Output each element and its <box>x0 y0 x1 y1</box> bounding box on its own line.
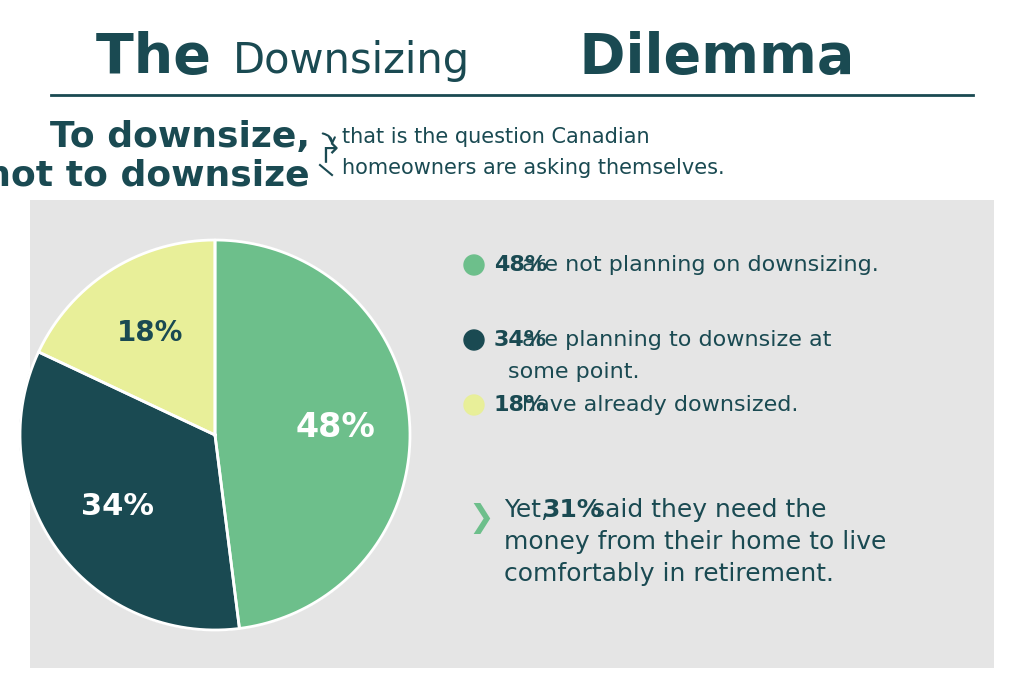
Circle shape <box>464 255 484 275</box>
Text: some point.: some point. <box>508 362 640 382</box>
Text: or not to downsize: or not to downsize <box>0 158 310 192</box>
Text: money from their home to live: money from their home to live <box>504 530 887 554</box>
Text: 48%: 48% <box>494 255 547 275</box>
Text: 31%: 31% <box>542 498 602 522</box>
Circle shape <box>464 330 484 350</box>
Text: 18%: 18% <box>494 395 548 415</box>
FancyBboxPatch shape <box>30 200 994 668</box>
Text: To downsize,: To downsize, <box>50 120 310 154</box>
Polygon shape <box>20 352 240 630</box>
Polygon shape <box>39 240 215 435</box>
Text: ❯: ❯ <box>468 503 494 533</box>
Text: homeowners are asking themselves.: homeowners are asking themselves. <box>342 158 725 178</box>
Text: have already downsized.: have already downsized. <box>522 395 799 415</box>
Text: that is the question Canadian: that is the question Canadian <box>342 127 649 147</box>
Text: are not planning on downsizing.: are not planning on downsizing. <box>522 255 880 275</box>
Text: comfortably in retirement.: comfortably in retirement. <box>504 562 834 586</box>
Text: Dilemma: Dilemma <box>560 31 854 85</box>
Text: 34%: 34% <box>81 492 154 520</box>
Text: Downsizing: Downsizing <box>233 40 470 82</box>
Polygon shape <box>215 240 410 628</box>
Text: The: The <box>96 31 230 85</box>
Text: said they need the: said they need the <box>584 498 826 522</box>
Text: are planning to downsize at: are planning to downsize at <box>522 330 831 350</box>
Text: 34%: 34% <box>494 330 547 350</box>
Circle shape <box>464 395 484 415</box>
Text: Yet,: Yet, <box>504 498 557 522</box>
Text: 48%: 48% <box>296 411 376 444</box>
Text: ↱: ↱ <box>318 141 341 169</box>
Text: 18%: 18% <box>117 319 183 347</box>
